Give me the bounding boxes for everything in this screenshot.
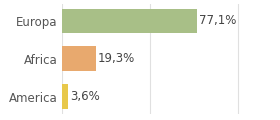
Bar — [62, 9, 197, 33]
Text: 3,6%: 3,6% — [70, 90, 99, 103]
Text: 77,1%: 77,1% — [199, 14, 236, 27]
Bar — [62, 46, 95, 71]
Bar — [62, 84, 68, 109]
Text: 19,3%: 19,3% — [97, 52, 135, 65]
